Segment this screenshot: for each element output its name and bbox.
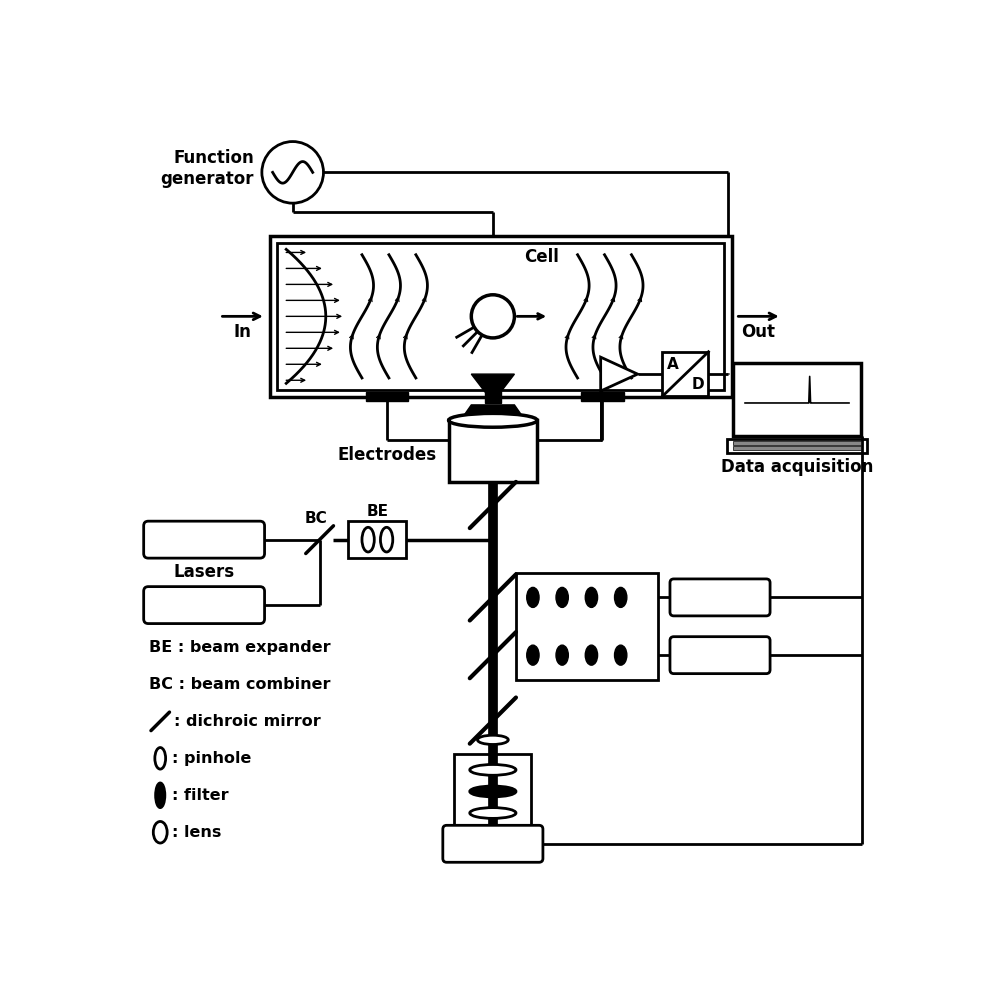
Bar xyxy=(449,420,537,482)
Text: Electrodes: Electrodes xyxy=(337,446,436,464)
Bar xyxy=(277,243,724,389)
Ellipse shape xyxy=(556,645,568,665)
Bar xyxy=(734,446,860,450)
Polygon shape xyxy=(461,405,525,420)
Text: PMT 1: PMT 1 xyxy=(691,588,749,606)
Ellipse shape xyxy=(526,587,539,607)
Text: 633nm: 633nm xyxy=(172,596,236,614)
Ellipse shape xyxy=(585,587,597,607)
Ellipse shape xyxy=(449,413,537,427)
Ellipse shape xyxy=(155,748,166,769)
FancyBboxPatch shape xyxy=(670,579,770,616)
Text: : pinhole: : pinhole xyxy=(171,751,251,766)
Text: BE : beam expander: BE : beam expander xyxy=(149,640,330,655)
Ellipse shape xyxy=(470,786,516,797)
Bar xyxy=(486,376,500,403)
Ellipse shape xyxy=(585,645,597,665)
FancyBboxPatch shape xyxy=(670,637,770,674)
Ellipse shape xyxy=(526,645,539,665)
Ellipse shape xyxy=(156,783,165,808)
FancyBboxPatch shape xyxy=(443,825,543,862)
Ellipse shape xyxy=(614,645,627,665)
Ellipse shape xyxy=(381,527,393,552)
Bar xyxy=(728,439,866,453)
Bar xyxy=(734,363,860,436)
Text: Function
generator: Function generator xyxy=(161,149,254,188)
Polygon shape xyxy=(600,357,638,391)
Bar xyxy=(662,352,709,396)
Text: D: D xyxy=(691,377,704,392)
Ellipse shape xyxy=(470,764,516,775)
Bar xyxy=(366,392,408,401)
Bar xyxy=(349,521,406,558)
Bar xyxy=(269,235,732,397)
Text: BC : beam combiner: BC : beam combiner xyxy=(149,677,330,692)
Ellipse shape xyxy=(470,808,516,818)
Text: Cell: Cell xyxy=(523,248,558,266)
FancyBboxPatch shape xyxy=(144,521,264,558)
Text: 488nm: 488nm xyxy=(172,531,236,549)
Text: A: A xyxy=(667,357,679,372)
Text: BE: BE xyxy=(366,504,389,519)
Ellipse shape xyxy=(556,587,568,607)
Ellipse shape xyxy=(154,821,167,843)
Ellipse shape xyxy=(362,527,374,552)
Bar xyxy=(581,392,624,401)
Text: G: G xyxy=(607,367,619,382)
Text: : filter: : filter xyxy=(171,788,228,803)
Bar xyxy=(455,754,531,827)
Text: Out: Out xyxy=(742,323,776,341)
Text: Data acquisition: Data acquisition xyxy=(721,458,873,476)
Bar xyxy=(734,441,860,445)
Text: : lens: : lens xyxy=(171,825,221,840)
Ellipse shape xyxy=(478,735,508,744)
Polygon shape xyxy=(472,374,514,397)
Text: Object.: Object. xyxy=(460,442,526,460)
Text: BC: BC xyxy=(304,511,327,526)
Text: : dichroic mirror: : dichroic mirror xyxy=(174,714,321,729)
FancyBboxPatch shape xyxy=(144,587,264,624)
Text: In: In xyxy=(233,323,251,341)
Bar xyxy=(516,573,658,680)
Text: Lasers: Lasers xyxy=(173,563,234,581)
Text: PMT 2: PMT 2 xyxy=(691,646,749,664)
Ellipse shape xyxy=(614,587,627,607)
Text: PMT 3: PMT 3 xyxy=(465,835,521,853)
Circle shape xyxy=(472,295,514,338)
